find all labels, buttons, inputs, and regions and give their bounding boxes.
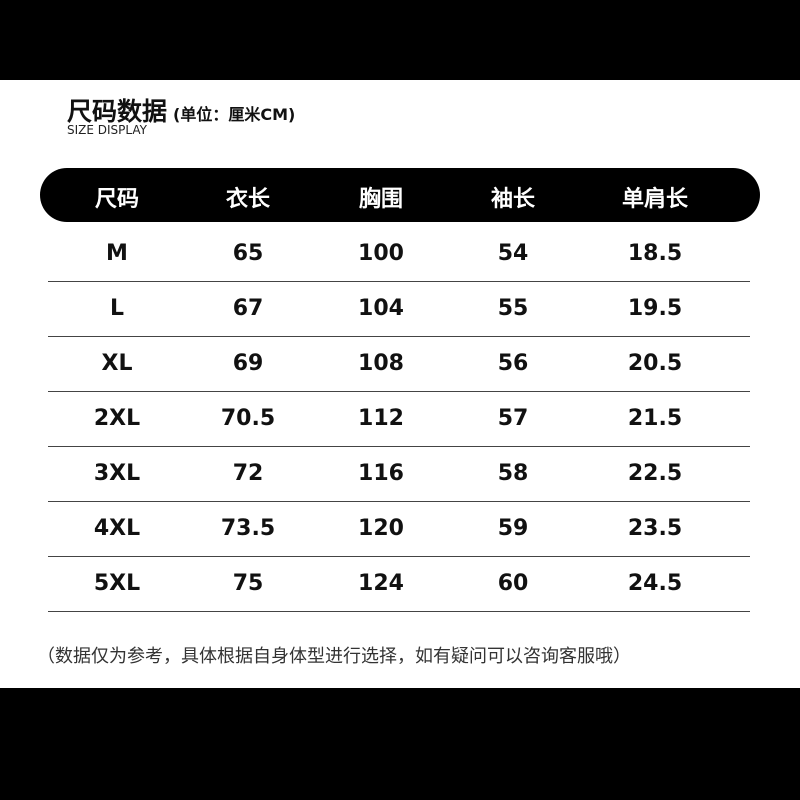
- table-cell: 124: [358, 571, 404, 596]
- table-cell: 120: [358, 516, 404, 541]
- table-cell: 23.5: [627, 516, 683, 541]
- column-header: 袖长: [490, 187, 535, 212]
- table-cell: 18.5: [627, 241, 683, 266]
- table-cell: 22.5: [627, 461, 683, 486]
- table-cell: 72: [232, 461, 264, 486]
- table-cell: 2XL: [93, 406, 141, 431]
- table-cell: 73.5: [220, 516, 276, 541]
- table-cell: 112: [358, 406, 404, 431]
- column-header: 尺码: [94, 187, 139, 212]
- row-divider: [48, 336, 750, 337]
- table-cell: 19.5: [627, 296, 683, 321]
- table-cell: 24.5: [627, 571, 683, 596]
- table-cell: 67: [232, 296, 264, 321]
- table-cell: 59: [497, 516, 529, 541]
- table-cell: 69: [232, 351, 264, 376]
- row-divider: [48, 391, 750, 392]
- column-header: 衣长: [225, 187, 270, 212]
- size-chart: 尺码数据 (单位：厘米CM) SIZE DISPLAY 尺码 衣长 胸围 袖长 单肩长 M…: [0, 80, 800, 688]
- row-divider: [48, 281, 750, 282]
- table-row: 3XL 72 116 58 22.5: [0, 447, 800, 502]
- row-divider: [48, 611, 750, 612]
- table-row: M 65 100 54 18.5: [0, 227, 800, 282]
- table-cell: 65: [232, 241, 264, 266]
- table-header: 尺码 衣长 胸围 袖长 单肩长: [40, 168, 760, 222]
- unit-label: (单位：厘米CM): [173, 105, 296, 124]
- table-cell: 104: [358, 296, 404, 321]
- table-cell: L: [109, 296, 125, 321]
- table-cell: 57: [497, 406, 529, 431]
- title-text: 尺码数据: [67, 97, 168, 126]
- table-row: XL 69 108 56 20.5: [0, 337, 800, 392]
- table-cell: 108: [358, 351, 404, 376]
- table-cell: 75: [232, 571, 264, 596]
- table-cell: 100: [358, 241, 404, 266]
- table-cell: M: [106, 241, 128, 266]
- table-cell: 70.5: [220, 406, 276, 431]
- page-title: 尺码数据 (单位：厘米CM): [67, 92, 295, 128]
- table-row: 2XL 70.5 112 57 21.5: [0, 392, 800, 447]
- table-cell: 55: [497, 296, 529, 321]
- table-cell: 21.5: [627, 406, 683, 431]
- table-cell: 58: [497, 461, 529, 486]
- table-cell: 4XL: [93, 516, 141, 541]
- column-header: 单肩长: [621, 187, 688, 212]
- table-cell: 3XL: [93, 461, 141, 486]
- table-cell: 54: [497, 241, 529, 266]
- row-divider: [48, 501, 750, 502]
- table-row: 5XL 75 124 60 24.5: [0, 557, 800, 612]
- row-divider: [48, 446, 750, 447]
- table-row: L 67 104 55 19.5: [0, 282, 800, 337]
- table-cell: 5XL: [93, 571, 141, 596]
- table-cell: 20.5: [627, 351, 683, 376]
- subtitle: SIZE DISPLAY: [67, 123, 147, 137]
- footnote: （数据仅为参考，具体根据自身体型进行选择，如有疑问可以咨询客服哦）: [37, 646, 631, 667]
- table-cell: 116: [358, 461, 404, 486]
- column-header: 胸围: [358, 187, 403, 212]
- table-cell: 56: [497, 351, 529, 376]
- table-cell: XL: [101, 351, 133, 376]
- table-cell: 60: [497, 571, 529, 596]
- table-row: 4XL 73.5 120 59 23.5: [0, 502, 800, 557]
- row-divider: [48, 556, 750, 557]
